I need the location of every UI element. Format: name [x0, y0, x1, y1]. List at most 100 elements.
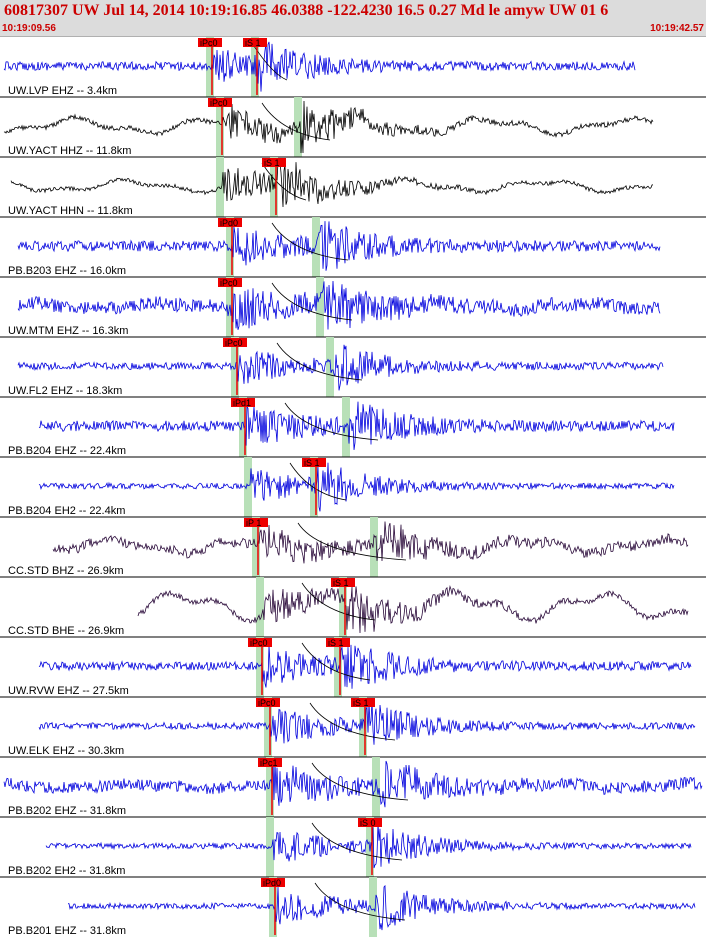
- p-predicted-band: [256, 637, 264, 697]
- s-pick-label: iS 1: [333, 578, 349, 588]
- s-pick-label: iS 1: [353, 698, 369, 708]
- p-predicted-band: [256, 577, 264, 637]
- event-title: 60817307 UW Jul 14, 2014 10:19:16.85 46.…: [4, 2, 609, 19]
- trace-row[interactable]: iPd0 PB.B203 EHZ -- 16.0km: [0, 216, 706, 277]
- p-pick[interactable]: iPc0: [208, 98, 232, 155]
- s-pick[interactable]: iS 1: [326, 638, 350, 695]
- p-pick[interactable]: iPc0: [223, 338, 247, 395]
- p-pick-label: iP 1: [246, 518, 261, 528]
- trace-label: PB.B202 EH2 -- 31.8km: [8, 865, 125, 877]
- s-pick-flag: [326, 638, 350, 647]
- s-pick[interactable]: iS 1: [262, 158, 286, 215]
- trace-row[interactable]: iPc0 iS 1 UW.LVP EHZ -- 3.4km: [3, 37, 636, 97]
- trace-row[interactable]: iP 1 CC.STD BHZ -- 26.9km: [0, 516, 706, 577]
- p-pick-flag: [218, 278, 242, 287]
- p-pick[interactable]: iPd0: [261, 878, 285, 935]
- p-pick[interactable]: iPc0: [198, 38, 222, 95]
- p-pick-flag: [258, 758, 282, 767]
- s-predicted-band: [270, 157, 278, 217]
- waveform: [68, 884, 696, 931]
- s-predicted-band: [369, 877, 377, 937]
- trace-label: UW.FL2 EHZ -- 18.3km: [8, 385, 122, 397]
- p-pick-flag: [223, 338, 247, 347]
- p-predicted-band: [266, 757, 274, 817]
- s-predicted-band: [312, 217, 320, 277]
- trace-label: CC.STD BHE -- 26.9km: [8, 625, 124, 637]
- p-pick[interactable]: iPc0: [248, 638, 272, 695]
- p-predicted-band: [266, 817, 274, 877]
- trace-row[interactable]: iS 1 CC.STD BHE -- 26.9km: [0, 576, 706, 637]
- s-pick-flag: [243, 38, 267, 47]
- waveform: [3, 41, 636, 92]
- model-arrival-curve: [297, 522, 407, 561]
- p-pick[interactable]: iPc0: [256, 698, 280, 755]
- p-pick-label: iPc1: [260, 758, 278, 768]
- model-arrival-curve: [271, 282, 353, 321]
- waveform: [17, 344, 664, 391]
- trace-row[interactable]: iPd0 PB.B201 EHZ -- 31.8km: [0, 876, 706, 937]
- waveform: [52, 521, 689, 564]
- s-predicted-band: [339, 577, 347, 637]
- p-predicted-band: [239, 397, 247, 457]
- trace-row[interactable]: iPc0 iS 1 UW.RVW EHZ -- 27.5km: [0, 636, 706, 697]
- waveform: [45, 823, 692, 869]
- p-pick-flag: [261, 878, 285, 887]
- model-arrival-curve: [309, 702, 396, 741]
- p-predicted-band: [244, 457, 252, 517]
- s-pick-flag: [302, 458, 326, 467]
- seismogram-panel[interactable]: iPc0 iS 1 UW.LVP EHZ -- 3.4km iPc0 UW.YACT H…: [0, 37, 706, 938]
- s-pick-flag: [358, 818, 382, 827]
- p-pick[interactable]: iPc0: [218, 278, 242, 335]
- p-pick-label: iPc0: [200, 38, 218, 48]
- trace-row[interactable]: iPd1 PB.B204 EHZ -- 22.4km: [0, 396, 706, 457]
- s-pick-label: iS 1: [328, 638, 344, 648]
- s-pick[interactable]: iS 1: [243, 38, 267, 95]
- waveform: [38, 701, 696, 745]
- event-header: 60817307 UW Jul 14, 2014 10:19:16.85 46.…: [0, 0, 706, 37]
- s-pick-flag: [351, 698, 375, 707]
- trace-row[interactable]: iS 1 PB.B204 EH2 -- 22.4km: [0, 456, 706, 517]
- s-predicted-band: [334, 637, 342, 697]
- p-predicted-band: [269, 877, 277, 937]
- p-pick[interactable]: iPd1: [231, 398, 255, 455]
- p-pick-flag: [231, 398, 255, 407]
- s-pick[interactable]: iS 0: [358, 818, 382, 875]
- trace-label: PB.B201 EHZ -- 31.8km: [8, 925, 126, 937]
- p-predicted-band: [252, 517, 260, 577]
- s-pick[interactable]: iS 1: [351, 698, 375, 755]
- p-pick-flag: [256, 698, 280, 707]
- p-pick-label: iPc0: [258, 698, 276, 708]
- s-pick[interactable]: iS 1: [302, 458, 326, 515]
- model-arrival-curve: [301, 642, 371, 681]
- model-arrival-curve: [261, 102, 331, 141]
- s-predicted-band: [359, 697, 367, 757]
- s-pick[interactable]: iS 1: [331, 578, 355, 635]
- p-predicted-band: [216, 97, 224, 157]
- trace-row[interactable]: iPc0 UW.YACT HHZ -- 11.8km: [0, 96, 706, 157]
- trace-label: PB.B202 EHZ -- 31.8km: [8, 805, 126, 817]
- p-pick[interactable]: iPd0: [218, 218, 242, 275]
- p-pick-label: iPd1: [233, 398, 251, 408]
- end-time-label: 10:19:42.57: [650, 23, 704, 34]
- trace-row[interactable]: iPc1 PB.B202 EHZ -- 31.8km: [0, 756, 706, 817]
- p-pick-label: iPc0: [225, 338, 243, 348]
- waveform: [137, 584, 689, 634]
- p-pick-label: iPd0: [220, 218, 238, 228]
- trace-row[interactable]: iPc0 UW.MTM EHZ -- 16.3km: [0, 276, 706, 337]
- p-pick[interactable]: iPc1: [258, 758, 282, 815]
- waveform: [3, 100, 654, 154]
- p-pick-flag: [248, 638, 272, 647]
- p-pick-label: iPc0: [250, 638, 268, 648]
- p-pick-label: iPc0: [210, 98, 228, 108]
- trace-label: PB.B203 EHZ -- 16.0km: [8, 265, 126, 277]
- trace-row[interactable]: iPc0 UW.FL2 EHZ -- 18.3km: [0, 336, 706, 397]
- trace-row[interactable]: iS 0 PB.B202 EH2 -- 31.8km: [0, 816, 706, 877]
- trace-label: UW.MTM EHZ -- 16.3km: [8, 325, 128, 337]
- s-predicted-band: [366, 817, 374, 877]
- p-pick[interactable]: iP 1: [244, 518, 268, 575]
- trace-row[interactable]: iPc0 iS 1 UW.ELK EHZ -- 30.3km: [0, 696, 706, 757]
- model-arrival-curve: [289, 462, 347, 501]
- trace-row[interactable]: iS 1 UW.YACT HHN -- 11.8km: [0, 156, 706, 217]
- trace-label: UW.RVW EHZ -- 27.5km: [8, 685, 129, 697]
- trace-label: UW.YACT HHN -- 11.8km: [8, 205, 133, 217]
